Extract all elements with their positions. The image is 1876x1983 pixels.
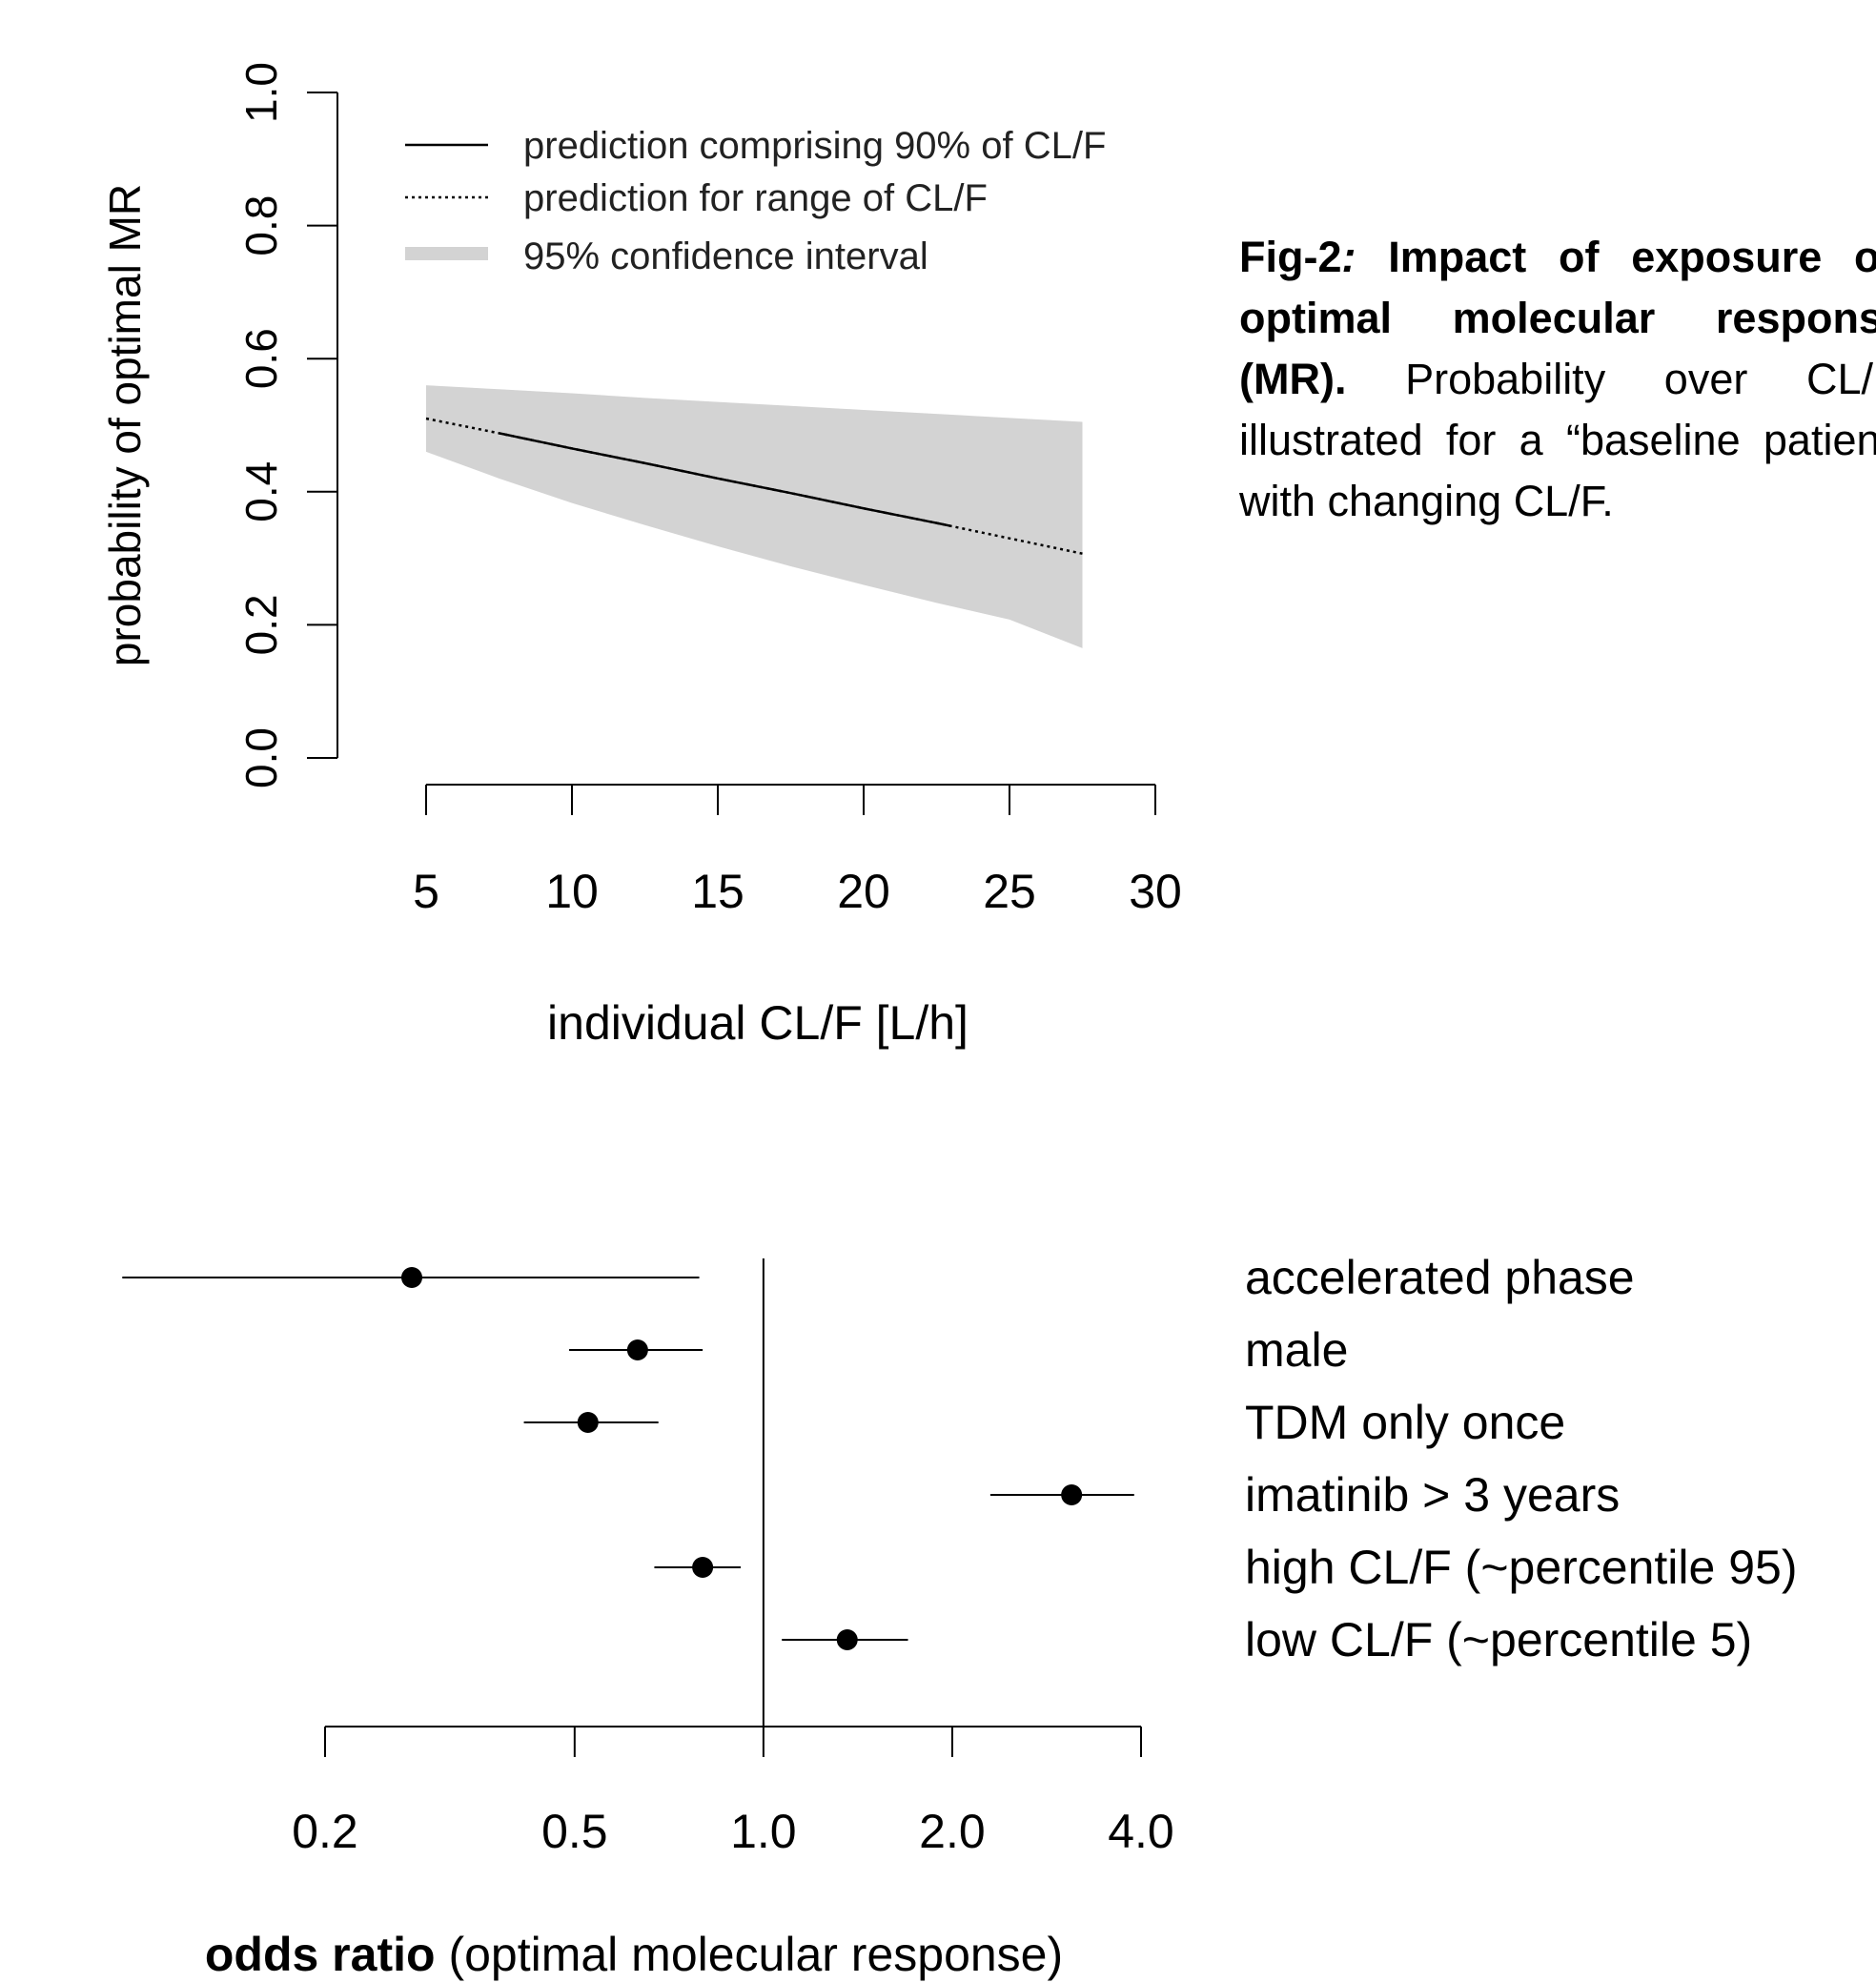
row-label: low CL/F (~percentile 5) [1245,1613,1752,1666]
or-axis-label-bold: odds ratio [205,1928,436,1981]
caption-body: Probability over CL/F, illustrated for a… [1239,355,1876,525]
x-tick-label: 25 [983,865,1036,918]
row-label: imatinib > 3 years [1245,1468,1620,1522]
y-tick-label: 0.8 [236,195,286,256]
x-tick-label: 10 [545,865,599,918]
legend-band-swatch [405,247,488,260]
x-tick-label: 20 [837,865,890,918]
odds-ratio-point [626,1339,648,1360]
odds-ratio-point [400,1267,422,1288]
legend-label-dotted: prediction for range of CL/F [523,177,988,219]
probability-chart: 0.0 0.2 0.4 0.6 0.8 1.0 probability of optima… [100,62,1182,1050]
solid-prediction-line [499,432,952,528]
x-tick-label: 15 [691,865,744,918]
forest-row-labels: accelerated phase male TDM only once imatin… [1245,1251,1797,1666]
y-tick-label: 0.2 [236,594,286,655]
or-tick-label: 4.0 [1108,1805,1174,1858]
caption-title: Impact of exposure on optimal molecular … [1239,233,1876,403]
caption-colon: : [1341,233,1356,281]
odds-ratio-point [1061,1484,1083,1505]
or-axis-label: odds ratio (optimal molecular response) [205,1928,1063,1981]
y-tick-label: 0.6 [236,328,286,389]
odds-ratio-point [692,1557,714,1578]
legend: prediction comprising 90% of CL/F predic… [405,125,1106,277]
forest-rows [122,1267,1134,1650]
x-tick-label: 30 [1129,865,1182,918]
row-label: accelerated phase [1245,1251,1635,1304]
confidence-band [426,385,1083,648]
odds-ratio-point [836,1629,858,1650]
legend-label-band: 95% confidence interval [523,235,928,277]
legend-label-solid: prediction comprising 90% of CL/F [523,125,1106,167]
x-axis-label: individual CL/F [L/h] [547,996,969,1050]
row-label: high CL/F (~percentile 95) [1245,1541,1797,1594]
y-axis-ticks: 0.0 0.2 0.4 0.6 0.8 1.0 [236,62,337,788]
odds-ratio-point [577,1412,599,1433]
or-tick-label: 0.2 [292,1805,358,1858]
caption-fig-label: Fig-2 [1239,233,1342,281]
or-tick-label: 1.0 [730,1805,797,1858]
y-tick-label: 1.0 [236,62,286,123]
y-tick-label: 0.4 [236,461,286,522]
y-axis-label: probability of optimal MR [100,184,150,666]
or-tick-label: 0.5 [541,1805,608,1858]
x-tick-label: 5 [413,865,439,918]
or-axis-label-rest: (optimal molecular response) [436,1928,1064,1981]
odds-ratio-forest-plot: 0.2 0.5 1.0 2.0 4.0 accelerated phase male TDM… [122,1251,1797,1981]
or-tick-label: 2.0 [919,1805,986,1858]
row-label: male [1245,1323,1348,1377]
x-axis-ticks: 5 10 15 20 25 30 [413,785,1182,918]
figure-caption: Fig-2: Impact of exposure on optimal mol… [1239,227,1876,532]
row-label: TDM only once [1245,1396,1565,1449]
y-tick-label: 0.0 [236,727,286,788]
or-axis-ticks: 0.2 0.5 1.0 2.0 4.0 [292,1727,1174,1858]
